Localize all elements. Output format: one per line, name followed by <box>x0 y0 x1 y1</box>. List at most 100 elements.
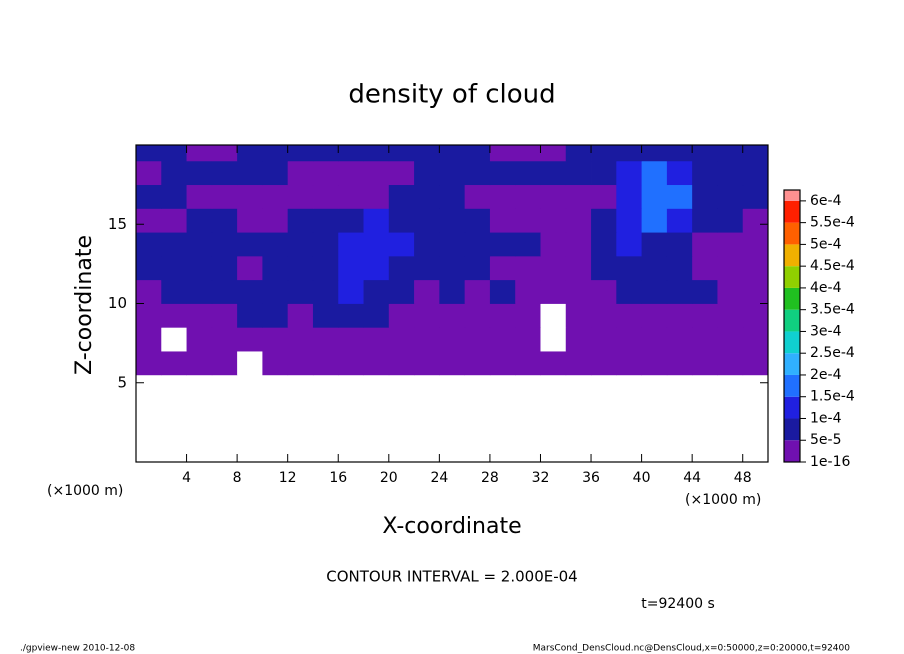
field-cell <box>287 208 314 233</box>
field-cell <box>641 255 668 281</box>
colorbar-label: 1e-4 <box>810 410 842 426</box>
field-cell <box>186 327 213 352</box>
field-cell <box>591 208 617 233</box>
field-cell <box>616 184 642 209</box>
field-cell <box>489 208 516 233</box>
field-cell <box>489 303 516 328</box>
field-cell <box>388 327 415 352</box>
field-cell <box>287 184 314 209</box>
x-tick-label: 4 <box>182 470 191 486</box>
field-cell <box>211 279 238 304</box>
field-cell <box>338 351 364 376</box>
field-cell <box>414 279 440 304</box>
field-cell <box>489 145 516 162</box>
field-cell <box>312 232 339 257</box>
field-cell <box>742 303 769 328</box>
field-cell <box>616 327 642 352</box>
field-cell <box>414 303 440 328</box>
field-cell <box>489 351 516 376</box>
field-cell <box>666 351 693 376</box>
field-cell <box>515 208 541 233</box>
field-cell <box>211 160 238 186</box>
field-cell <box>489 232 516 257</box>
field-cell <box>742 255 769 281</box>
field-cell <box>666 145 693 162</box>
field-cell <box>565 279 592 304</box>
x-tick-label: 32 <box>532 470 550 486</box>
field-cell <box>565 255 592 281</box>
field-cell <box>388 208 415 233</box>
field-cell <box>717 208 744 233</box>
field-cell <box>540 232 567 257</box>
field-cell <box>692 145 718 162</box>
field-cell <box>489 327 516 352</box>
field-cell <box>186 351 213 376</box>
field-cell <box>515 303 541 328</box>
y-tick-label: 5 <box>117 373 127 391</box>
field-cell <box>262 303 289 328</box>
field-cell <box>565 208 592 233</box>
field-cell <box>515 255 541 281</box>
field-cell <box>388 184 415 209</box>
field-cell <box>312 208 339 233</box>
field-cell <box>742 232 769 257</box>
field-cell <box>666 255 693 281</box>
field-cell <box>363 160 390 186</box>
field-cell <box>161 160 187 186</box>
field-cell <box>591 327 617 352</box>
field-cell <box>666 327 693 352</box>
x-unit: (×1000 m) <box>47 483 123 499</box>
field-cell <box>262 255 289 281</box>
field-cell <box>540 145 567 162</box>
field-cell <box>312 145 339 162</box>
field-cell <box>515 145 541 162</box>
field-cell <box>414 160 440 186</box>
field-cell <box>692 184 718 209</box>
colorbar-label: 4e-4 <box>810 280 842 296</box>
field-cell <box>464 279 491 304</box>
field-cell <box>262 160 289 186</box>
field-cell <box>161 208 187 233</box>
field-cell <box>540 184 567 209</box>
field-cell <box>565 303 592 328</box>
field-cell <box>211 208 238 233</box>
field-cell <box>616 232 642 257</box>
field-cell <box>211 303 238 328</box>
field-cell <box>692 255 718 281</box>
field-cell <box>641 351 668 376</box>
field-cell <box>338 145 364 162</box>
field-cell <box>717 160 744 186</box>
field-cell <box>262 279 289 304</box>
field-cell <box>717 255 744 281</box>
field-cell <box>717 279 744 304</box>
field-cell <box>464 351 491 376</box>
field-cell <box>439 279 466 304</box>
field-cell <box>742 184 769 209</box>
field-cell <box>439 255 466 281</box>
field-cell <box>641 160 668 186</box>
field-cell <box>388 232 415 257</box>
field-cell <box>237 232 263 257</box>
field-cell <box>363 351 390 376</box>
field-cell <box>464 255 491 281</box>
field-cell <box>692 232 718 257</box>
field-cell <box>439 145 466 162</box>
field-cell <box>237 351 263 376</box>
field-cell <box>211 255 238 281</box>
field-cell <box>287 351 314 376</box>
field-cell <box>161 279 187 304</box>
field-cell <box>591 232 617 257</box>
field-cell <box>515 279 541 304</box>
field-cell <box>540 279 567 304</box>
x-tick-label: 40 <box>633 470 651 486</box>
x-tick-label: 12 <box>279 470 297 486</box>
field-cell <box>363 232 390 257</box>
field-cell <box>363 303 390 328</box>
field-cell <box>565 184 592 209</box>
field-cell <box>136 232 162 257</box>
field-cell <box>616 208 642 233</box>
field-cell <box>439 160 466 186</box>
field-cell <box>237 160 263 186</box>
